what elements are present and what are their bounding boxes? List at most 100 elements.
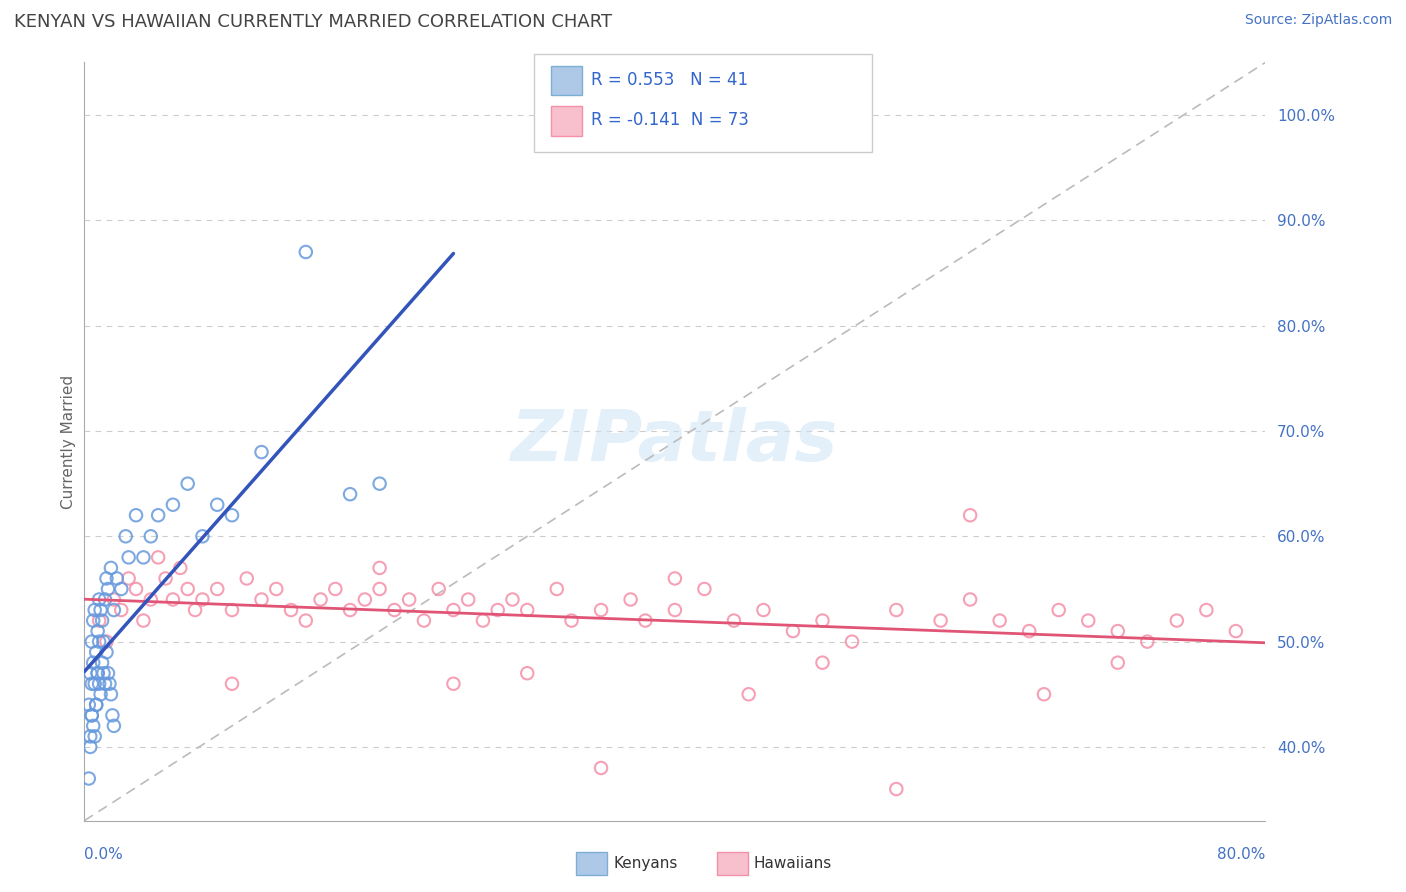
Point bbox=[1018, 624, 1040, 639]
Point bbox=[634, 614, 657, 628]
Point bbox=[100, 687, 122, 701]
Point bbox=[103, 592, 125, 607]
Point bbox=[177, 476, 200, 491]
Point bbox=[886, 782, 908, 797]
Point bbox=[184, 603, 207, 617]
Point bbox=[309, 592, 332, 607]
Point bbox=[591, 761, 613, 775]
Point bbox=[368, 582, 391, 596]
Point bbox=[79, 739, 101, 754]
Point bbox=[929, 614, 952, 628]
Point bbox=[94, 677, 117, 691]
Point bbox=[664, 603, 686, 617]
Point bbox=[90, 687, 112, 701]
Point bbox=[84, 698, 107, 712]
Point bbox=[693, 582, 716, 596]
Point bbox=[87, 677, 111, 691]
Point bbox=[664, 571, 686, 585]
Point bbox=[87, 634, 111, 648]
Point bbox=[398, 592, 420, 607]
Point bbox=[221, 603, 243, 617]
Point bbox=[413, 614, 436, 628]
Text: Source: ZipAtlas.com: Source: ZipAtlas.com bbox=[1244, 13, 1392, 28]
Point bbox=[295, 244, 318, 259]
Point bbox=[82, 656, 104, 670]
Point bbox=[118, 571, 141, 585]
Point bbox=[86, 624, 108, 639]
Point bbox=[591, 603, 613, 617]
Point bbox=[125, 508, 148, 523]
Point bbox=[80, 708, 103, 723]
Point bbox=[382, 603, 406, 617]
Point bbox=[886, 603, 908, 617]
Point bbox=[620, 592, 643, 607]
Point bbox=[368, 561, 391, 575]
Point bbox=[443, 603, 465, 617]
Point bbox=[191, 592, 214, 607]
Point bbox=[207, 582, 229, 596]
Point bbox=[177, 582, 200, 596]
Point bbox=[1107, 624, 1129, 639]
Point bbox=[94, 592, 117, 607]
Point bbox=[959, 592, 981, 607]
Point bbox=[1136, 634, 1159, 648]
Point bbox=[93, 634, 115, 648]
Point bbox=[125, 582, 148, 596]
Point bbox=[84, 698, 107, 712]
Text: 80.0%: 80.0% bbox=[1218, 847, 1265, 862]
Point bbox=[139, 592, 162, 607]
Point bbox=[1033, 687, 1056, 701]
Point bbox=[118, 550, 141, 565]
Text: ZIPatlas: ZIPatlas bbox=[512, 407, 838, 476]
Point bbox=[1047, 603, 1070, 617]
Point bbox=[155, 571, 177, 585]
Point bbox=[561, 614, 583, 628]
Point bbox=[266, 582, 288, 596]
Point bbox=[87, 614, 111, 628]
Point bbox=[83, 677, 105, 691]
Point bbox=[79, 666, 101, 681]
Point bbox=[103, 719, 125, 733]
Point bbox=[110, 603, 132, 617]
Point bbox=[516, 666, 538, 681]
Point bbox=[110, 582, 132, 596]
Point bbox=[101, 708, 124, 723]
Point bbox=[77, 698, 100, 712]
Point bbox=[1195, 603, 1218, 617]
Point bbox=[96, 634, 118, 648]
Point bbox=[501, 592, 523, 607]
Point bbox=[98, 677, 121, 691]
Point bbox=[83, 730, 105, 744]
Point bbox=[96, 571, 118, 585]
Point bbox=[191, 529, 214, 543]
Point bbox=[169, 561, 191, 575]
Point bbox=[162, 498, 184, 512]
Point bbox=[80, 677, 103, 691]
Point bbox=[1166, 614, 1188, 628]
Point bbox=[132, 614, 155, 628]
Point bbox=[105, 571, 128, 585]
Point bbox=[91, 614, 114, 628]
Point bbox=[457, 592, 479, 607]
Point bbox=[280, 603, 302, 617]
Point bbox=[80, 634, 103, 648]
Point bbox=[1107, 656, 1129, 670]
Point bbox=[114, 529, 136, 543]
Point bbox=[91, 656, 114, 670]
Point bbox=[1077, 614, 1099, 628]
Point bbox=[132, 550, 155, 565]
Point bbox=[988, 614, 1011, 628]
Point bbox=[82, 614, 104, 628]
Text: Kenyans: Kenyans bbox=[613, 856, 678, 871]
Point bbox=[97, 582, 120, 596]
Point bbox=[236, 571, 259, 585]
Point bbox=[97, 666, 120, 681]
Point bbox=[148, 550, 170, 565]
Point bbox=[86, 666, 108, 681]
Point bbox=[79, 730, 101, 744]
Point bbox=[84, 645, 107, 659]
Point bbox=[325, 582, 347, 596]
Point bbox=[80, 708, 103, 723]
Point bbox=[77, 772, 100, 786]
Point bbox=[96, 645, 118, 659]
